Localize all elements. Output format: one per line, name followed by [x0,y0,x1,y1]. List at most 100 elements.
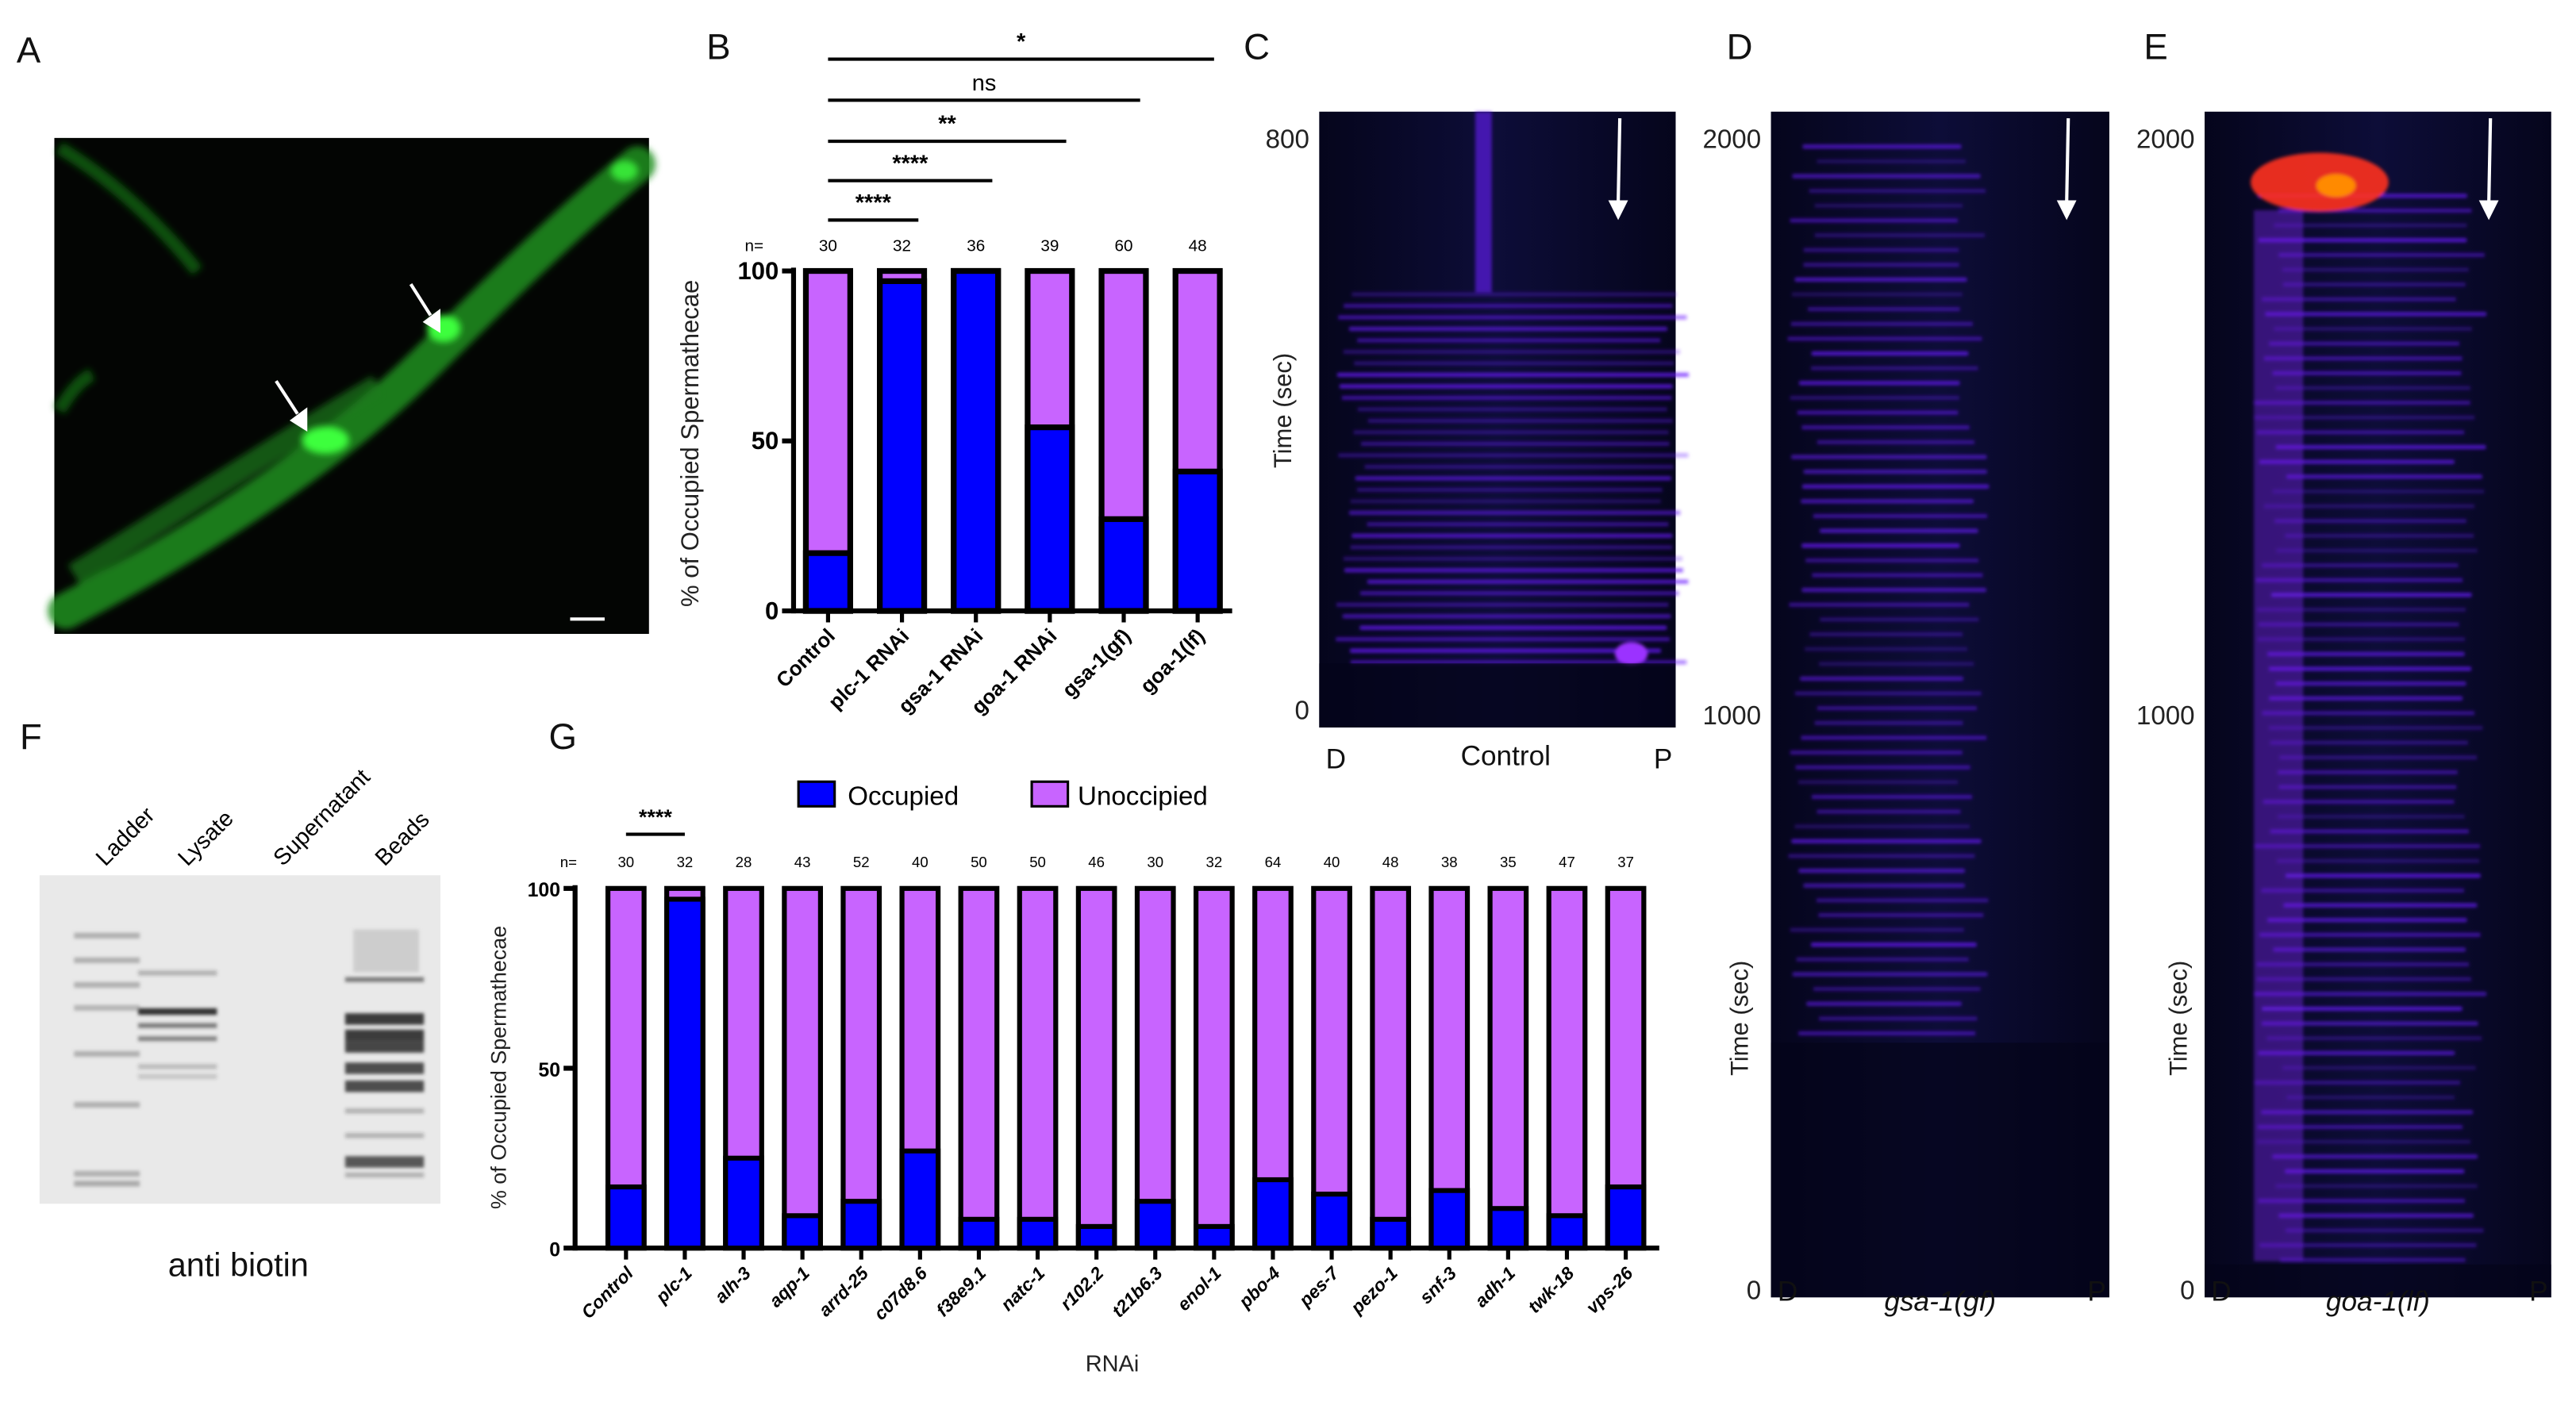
kymograph-stripe [2280,1257,2466,1262]
x-tick-label: twk-18 [1524,1262,1578,1317]
arrow-icon [2487,117,2493,204]
kymograph-stripe [1803,263,1959,267]
bar-occupied [802,550,853,614]
significance-label: * [1017,29,1026,55]
y-axis-label: % of Occupied Spermathecae [676,280,704,607]
kymograph-stripe [1802,484,1990,489]
x-tick-label: Control [577,1262,637,1323]
kymograph-stripe [1791,839,1982,843]
kymograph-stripe [1790,927,1964,932]
kymograph-stripe [1336,602,1669,607]
x-tick-label: vps-26 [1582,1262,1637,1318]
kymograph-stripe [2254,843,2481,849]
axis-end-label-left: D [1326,744,1346,775]
kymograph-stripe [1820,528,1978,533]
y-tick-label: 0 [1294,697,1309,726]
significance-label: **** [639,805,672,829]
kymograph-stripe [1805,558,1979,562]
kymograph-title: goa-1(lf) [2326,1286,2430,1317]
x-tick-label: adh-1 [1471,1262,1519,1311]
kymograph-stripe [2256,977,2471,981]
kymograph-stripe [1802,144,1962,149]
kymograph-stripe [2282,282,2466,287]
x-tick-label: goa-1(lf) [1136,625,1209,698]
y-axis-label: % of Occupied Spermathecae [487,926,511,1209]
kymograph-stripe [2267,651,2465,656]
x-tick-label: gsa-1(gf) [1059,625,1136,702]
kymograph-stripe [2258,1050,2455,1055]
legend-label-unoccupied: Unoccipied [1078,781,1208,811]
panel-label-f: F [20,716,42,757]
kymograph-stripe [2262,1021,2478,1026]
kymograph-stripe [1790,218,1958,223]
kymograph-stripe [2283,903,2478,908]
axis-end-label-right: P [2529,1276,2547,1307]
kymograph-stripe [1344,568,1683,573]
lysate-band [138,1008,217,1015]
bar-unoccupied [958,885,1000,1251]
kymograph-stripe [1792,174,1981,179]
beads-band [344,1062,425,1074]
legend: Occupied Unoccipied [797,780,1208,811]
kymograph-stripe [1367,418,1673,424]
bar-unoccupied [1134,885,1176,1251]
bar-occupied [1025,424,1075,614]
lane-label-beads: Beads [371,807,435,871]
bar-occupied [840,1199,882,1251]
lysate-band [138,1036,217,1042]
x-tick-label: pbo-4 [1234,1262,1284,1312]
kymograph-stripe [2286,873,2481,878]
n-value: 30 [617,854,634,870]
beads-band [344,1041,425,1053]
kymograph-stripe [1800,676,1963,681]
bar-occupied [1370,1216,1412,1251]
kymograph-stripe [1355,476,1671,481]
panel-label-b: B [706,27,730,67]
kymograph-stripe [1359,625,1667,630]
kymograph-stripe [1791,455,1987,459]
kymograph-stripe [1801,499,1974,504]
kymograph-stripe [2278,814,2465,819]
kymograph-stripe [1350,545,1673,550]
y-tick-label: 1000 [2136,701,2195,731]
panel-label-e: E [2143,27,2167,67]
kymograph-stripe [1364,464,1674,469]
kymograph-stripe [1817,159,1967,163]
kymograph-title: Control [1461,741,1551,772]
kymograph-stripe [1794,277,1967,282]
kymograph-stripe [1818,912,1984,918]
axis-end-label-right: P [1654,744,1672,775]
kymograph-stripe [1803,883,1965,888]
kymograph-stripe [2272,489,2485,494]
kymograph-streak [1474,111,1492,293]
n-value: 28 [736,854,752,870]
kymograph-stripe [2286,1228,2484,1233]
n-value: 52 [853,854,870,870]
kymograph-stripe [1350,499,1661,504]
kymograph-stripe [2269,666,2471,671]
x-tick-label: Control [772,625,840,693]
kymograph-stripe [2256,1139,2470,1144]
kymograph-stripe [1359,591,1679,596]
kymograph-stripe [1367,579,1689,584]
kymograph-stripe [1813,987,1981,992]
kymograph-stripe [2261,888,2464,893]
ladder-band [74,957,140,964]
kymograph-stripe [2258,1124,2463,1130]
n-value: 32 [677,854,694,870]
kymograph-stripe [1818,662,1974,666]
kymograph-stripe [1794,691,1982,696]
kymograph-stripe [2259,622,2459,627]
kymograph-stripe [1353,430,1669,435]
kymograph-spot [1614,642,1648,666]
bar-occupied [1098,516,1149,614]
kymograph-stripe [1809,632,1963,637]
x-tick-label: t21b6.3 [1108,1262,1167,1321]
x-axis-label: RNAi [1086,1351,1140,1376]
kymograph-stripe [2278,785,2457,789]
y-tick-label: 0 [1747,1276,1761,1305]
y-tick-label: 800 [1266,125,1309,154]
kymograph-stripe [1367,522,1669,527]
x-tick-label: natc-1 [997,1262,1049,1315]
